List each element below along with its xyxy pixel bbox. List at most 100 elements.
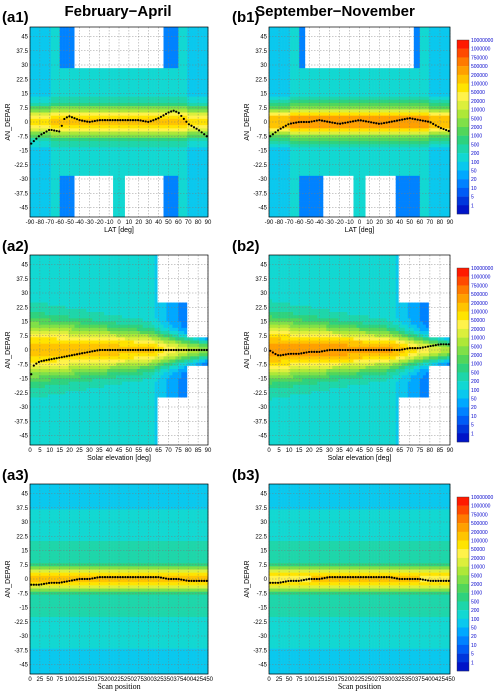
heatmap-cell bbox=[142, 27, 146, 31]
heatmap-cell bbox=[32, 198, 37, 202]
heatmap-cell bbox=[293, 46, 297, 50]
heatmap-cell bbox=[35, 27, 40, 31]
heatmap-cell bbox=[202, 185, 206, 189]
heatmap-cell bbox=[44, 185, 49, 189]
heatmap-cell bbox=[101, 55, 105, 59]
heatmap-cell bbox=[154, 153, 158, 158]
heatmap-cell bbox=[77, 80, 81, 85]
heatmap-cell bbox=[71, 213, 75, 218]
heatmap-cell bbox=[151, 160, 155, 164]
heatmap-cell bbox=[190, 84, 194, 88]
heatmap-cell bbox=[59, 65, 63, 69]
heatmap-cell bbox=[284, 90, 288, 94]
heatmap-cell bbox=[299, 201, 303, 205]
heatmap-cell bbox=[98, 122, 102, 126]
mean-point bbox=[142, 119, 145, 123]
heatmap-cell bbox=[163, 46, 167, 50]
heatmap-cell bbox=[145, 188, 149, 192]
heatmap-cell bbox=[95, 188, 99, 192]
heatmap-cell bbox=[269, 58, 273, 63]
heatmap-cell bbox=[199, 36, 203, 40]
heatmap-cell bbox=[136, 74, 141, 78]
heatmap-cell bbox=[98, 103, 102, 107]
heatmap-cell bbox=[172, 141, 176, 145]
heatmap-cell bbox=[308, 141, 312, 145]
heatmap-cell bbox=[121, 185, 126, 189]
heatmap-cell bbox=[116, 194, 120, 199]
heatmap-cell bbox=[326, 58, 330, 63]
heatmap-cell bbox=[101, 182, 105, 186]
heatmap-cell bbox=[127, 36, 132, 40]
heatmap-cell bbox=[107, 194, 111, 199]
heatmap-cell bbox=[151, 179, 155, 183]
heatmap-cell bbox=[299, 49, 303, 53]
heatmap-cell bbox=[281, 194, 285, 199]
heatmap-cell bbox=[130, 182, 135, 186]
heatmap-cell bbox=[172, 182, 176, 186]
heatmap-cell bbox=[305, 46, 309, 50]
heatmap-cell bbox=[56, 36, 60, 40]
heatmap-cell bbox=[196, 49, 200, 53]
heatmap-cell bbox=[269, 128, 273, 132]
heatmap-cell bbox=[205, 141, 209, 145]
heatmap-cell bbox=[308, 131, 312, 135]
heatmap-cell bbox=[154, 36, 158, 40]
heatmap-cell bbox=[127, 194, 132, 199]
heatmap-cell bbox=[113, 36, 117, 40]
heatmap-cell bbox=[329, 147, 333, 151]
heatmap-cell bbox=[187, 156, 191, 161]
heatmap-cell bbox=[83, 128, 87, 132]
heatmap-cell bbox=[326, 204, 330, 208]
heatmap-cell bbox=[77, 131, 81, 135]
heatmap-cell bbox=[272, 198, 276, 202]
heatmap-cell bbox=[101, 172, 105, 177]
heatmap-cell bbox=[59, 96, 63, 101]
heatmap-cell bbox=[74, 201, 78, 205]
heatmap-cell bbox=[107, 30, 111, 34]
heatmap-cell bbox=[187, 49, 191, 53]
heatmap-cell bbox=[317, 106, 321, 110]
heatmap-cell bbox=[326, 188, 330, 192]
heatmap-cell bbox=[205, 52, 209, 56]
heatmap-cell bbox=[160, 58, 164, 63]
heatmap-cell bbox=[202, 207, 206, 211]
heatmap-cell bbox=[184, 156, 188, 161]
heatmap-cell bbox=[311, 166, 315, 170]
heatmap-cell bbox=[193, 84, 197, 88]
heatmap-cell bbox=[41, 68, 46, 72]
heatmap-cell bbox=[190, 213, 194, 218]
heatmap-cell bbox=[305, 166, 309, 170]
heatmap-cell bbox=[107, 46, 111, 50]
heatmap-cell bbox=[320, 213, 324, 218]
heatmap-cell bbox=[104, 122, 108, 126]
heatmap-cell bbox=[199, 106, 203, 110]
heatmap-cell bbox=[281, 27, 285, 31]
heatmap-cell bbox=[104, 204, 108, 208]
heatmap-cell bbox=[199, 179, 203, 183]
heatmap-cell bbox=[181, 141, 185, 145]
heatmap-cell bbox=[142, 61, 146, 66]
heatmap-cell bbox=[323, 172, 327, 177]
heatmap-cell bbox=[284, 42, 288, 47]
heatmap-cell bbox=[92, 65, 96, 69]
heatmap-cell bbox=[133, 194, 138, 199]
heatmap-cell bbox=[139, 96, 144, 101]
heatmap-cell bbox=[187, 204, 191, 208]
heatmap-cell bbox=[299, 134, 303, 139]
heatmap-cell bbox=[32, 58, 37, 63]
heatmap-cell bbox=[278, 194, 282, 199]
heatmap-cell bbox=[172, 87, 176, 91]
heatmap-cell bbox=[269, 112, 273, 116]
heatmap-cell bbox=[124, 160, 129, 164]
heatmap-cell bbox=[86, 80, 90, 85]
heatmap-cell bbox=[154, 169, 158, 173]
heatmap-cell bbox=[98, 166, 102, 170]
heatmap-cell bbox=[136, 150, 141, 154]
heatmap-cell bbox=[293, 134, 297, 139]
heatmap-cell bbox=[169, 156, 173, 161]
heatmap-cell bbox=[163, 141, 167, 145]
heatmap-cell bbox=[317, 93, 321, 97]
heatmap-cell bbox=[95, 194, 99, 199]
heatmap-cell bbox=[32, 52, 37, 56]
heatmap-cell bbox=[148, 55, 152, 59]
